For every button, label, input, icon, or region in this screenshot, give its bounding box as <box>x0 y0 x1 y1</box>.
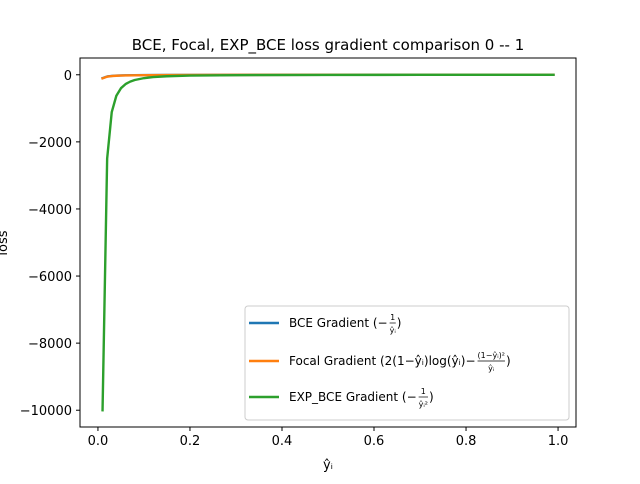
y-tick-label: 0 <box>64 69 72 84</box>
legend-fraction-denominator: ŷᵢ <box>488 364 494 373</box>
y-tick-label: −6000 <box>28 270 72 285</box>
x-tick-label: 1.0 <box>548 434 569 449</box>
x-tick-label: 0.8 <box>456 434 477 449</box>
y-tick-label: −4000 <box>28 203 72 218</box>
legend-fraction-numerator: (1−ŷᵢ)² <box>478 351 505 360</box>
y-tick-label: −8000 <box>28 337 72 352</box>
legend-formula-close: ) <box>429 390 434 404</box>
legend-fraction-numerator: 1 <box>421 387 426 396</box>
legend-box <box>244 305 570 421</box>
x-axis-label: ŷᵢ <box>323 458 333 473</box>
x-tick-label: 0.0 <box>88 434 109 449</box>
legend-label-2: EXP_BCE Gradient (− <box>289 390 417 404</box>
legend-formula-close: ) <box>397 316 402 330</box>
y-tick-label: −2000 <box>28 136 72 151</box>
x-tick-label: 0.6 <box>364 434 385 449</box>
series-line-2 <box>101 73 555 412</box>
legend-label-0: BCE Gradient (− <box>289 316 388 330</box>
chart-title: BCE, Focal, EXP_BCE loss gradient compar… <box>132 36 524 55</box>
legend-label-1: Focal Gradient (2(1−ŷᵢ)log(ŷᵢ)− <box>289 354 476 368</box>
legend-fraction-denominator: ŷᵢ² <box>419 400 428 409</box>
y-tick-label: −10000 <box>20 404 72 419</box>
legend-formula-close: ) <box>506 354 511 368</box>
y-axis-label: loss <box>0 230 11 255</box>
x-tick-label: 0.2 <box>180 434 201 449</box>
y-axis: 0 −2000 −4000 −6000 −8000 −10000 <box>20 69 80 419</box>
legend-fraction-denominator: ŷᵢ <box>390 326 396 335</box>
x-axis: 0.0 0.2 0.4 0.6 0.8 1.0 <box>88 427 569 449</box>
legend: BCE Gradient (− 1ŷᵢ)Focal Gradient (2(1−ŷ… <box>244 305 570 421</box>
legend-fraction-numerator: 1 <box>390 313 395 322</box>
x-tick-label: 0.4 <box>272 434 293 449</box>
plot-frame <box>79 57 577 428</box>
series-layer <box>101 73 555 412</box>
